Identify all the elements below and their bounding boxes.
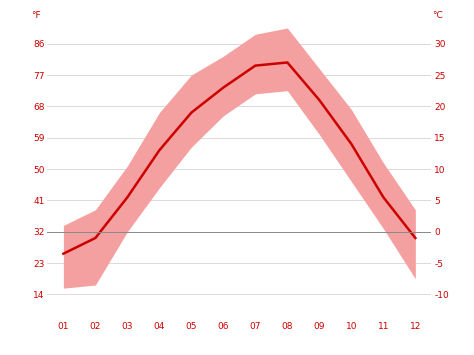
Text: °F: °F xyxy=(31,11,40,20)
Text: °C: °C xyxy=(432,11,443,20)
